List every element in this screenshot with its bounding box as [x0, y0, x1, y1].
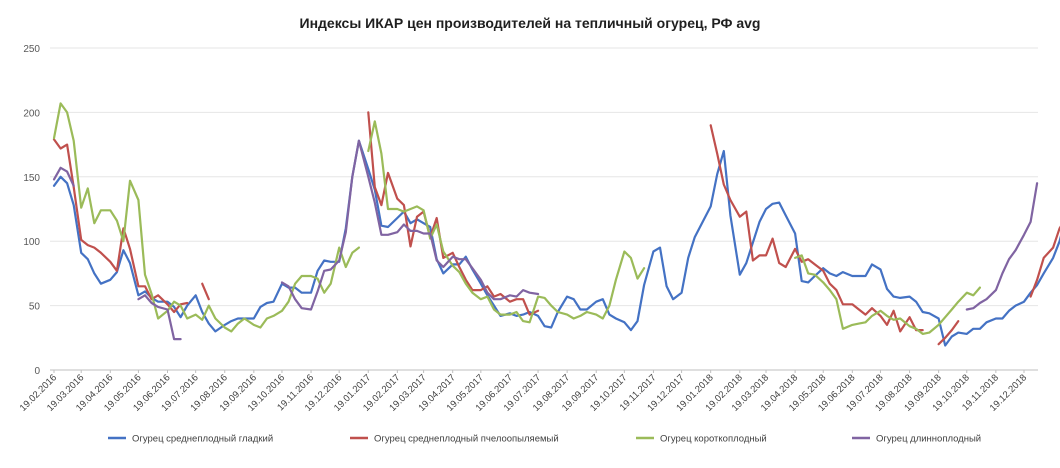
legend-item: Огурец короткоплодный — [636, 434, 767, 445]
legend: Огурец среднеплодный гладкий Огурец средн… — [108, 434, 981, 445]
legend-item: Огурец среднеплодный гладкий — [108, 434, 273, 445]
series-line-segment — [52, 138, 189, 314]
legend-label: Огурец среднеплодный пчелоопыляемый — [374, 434, 559, 445]
series-line-segment — [201, 282, 210, 301]
gridlines — [50, 47, 1038, 307]
series-line-segment — [367, 120, 646, 324]
legend-item: Огурец среднеплодный пчелоопыляемый — [350, 434, 559, 445]
series-line-segment — [280, 139, 540, 311]
series-2 — [52, 111, 1060, 346]
series-line-segment — [52, 102, 360, 333]
series-1 — [52, 139, 1060, 347]
series-line-segment — [52, 139, 1060, 347]
y-tick-label: 100 — [23, 237, 40, 248]
y-axis: 0 50 100 150 200 250 — [23, 44, 40, 377]
series-line-segment — [709, 124, 924, 333]
series-line-segment — [965, 182, 1039, 311]
series-line-segment — [1029, 225, 1060, 298]
series-line-segment — [367, 111, 540, 316]
series-lines — [52, 102, 1060, 347]
y-tick-label: 0 — [34, 366, 40, 377]
chart-title: Индексы ИКАР цен производителей на тепли… — [300, 15, 761, 31]
series-line-segment — [937, 320, 960, 346]
series-line-segment — [794, 254, 981, 335]
legend-label: Огурец среднеплодный гладкий — [132, 434, 273, 445]
series-line-segment — [52, 166, 75, 187]
y-tick-label: 50 — [29, 302, 41, 313]
y-tick-label: 200 — [23, 108, 40, 119]
y-tick-label: 250 — [23, 44, 40, 55]
legend-item: Огурец длинноплодный — [852, 434, 981, 445]
legend-label: Огурец короткоплодный — [660, 434, 767, 445]
y-tick-label: 150 — [23, 173, 40, 184]
series-3 — [52, 102, 981, 335]
series-line-segment — [137, 294, 182, 341]
series-4 — [52, 139, 1039, 341]
legend-label: Огурец длинноплодный — [876, 434, 981, 445]
